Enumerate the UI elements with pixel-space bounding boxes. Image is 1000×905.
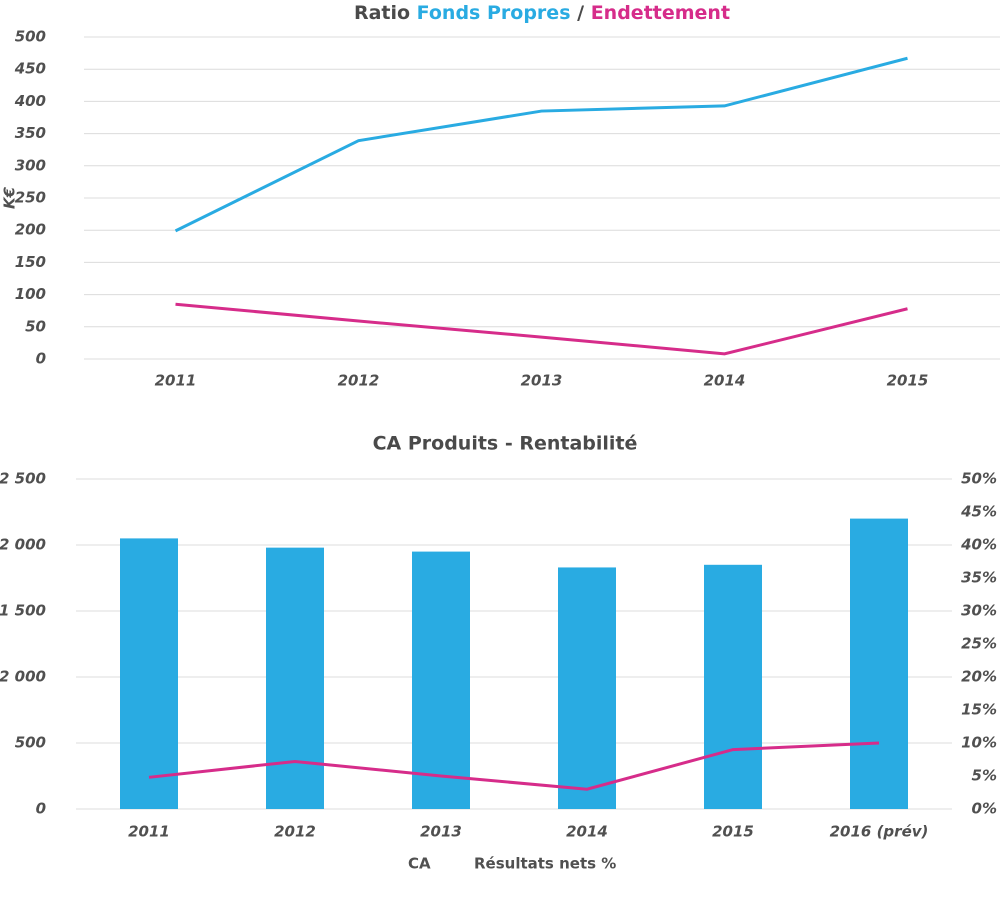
y2-tick-label: 50% <box>961 470 997 488</box>
y-tick-label: 250 <box>15 189 46 207</box>
line <box>175 302 908 356</box>
bar <box>266 547 324 809</box>
bar <box>850 518 908 809</box>
x-tick-label: 2011 <box>155 372 197 390</box>
y2-tick-label: 10% <box>961 734 997 752</box>
y-tick-label: 50 <box>25 317 46 335</box>
y-tick-label: 400 <box>14 92 46 110</box>
y-tick-label: 2 500 <box>0 470 46 488</box>
x-tick-label: 2014 <box>704 372 746 390</box>
y-tick-label: 0 <box>36 800 46 818</box>
x-tick-label: 2012 <box>338 372 380 390</box>
bar <box>120 538 178 809</box>
x-tick-label: 2015 <box>712 823 754 841</box>
y2-tick-label: 30% <box>961 602 997 620</box>
legend-label: CA <box>408 855 431 873</box>
y-tick-label: 350 <box>15 124 46 142</box>
y-tick-label: 450 <box>14 60 46 78</box>
y2-tick-label: 5% <box>972 767 997 785</box>
y2-tick-label: 0% <box>972 800 997 818</box>
line <box>174 56 908 233</box>
x-tick-label: 2011 <box>128 823 170 841</box>
y-tick-label: 150 <box>15 253 46 271</box>
bar <box>558 567 616 809</box>
y-tick-label: 2 000 <box>0 668 46 686</box>
y-tick-label: 0 <box>36 350 46 368</box>
y-tick-label: 200 <box>15 221 46 239</box>
x-tick-label: 2014 <box>566 823 608 841</box>
y-tick-label: 500 <box>15 734 46 752</box>
y2-tick-label: 45% <box>960 503 997 521</box>
y-tick-label: 100 <box>15 285 46 303</box>
y-tick-label: 500 <box>15 28 46 46</box>
chart-title: Ratio Fonds Propres / Endettement <box>354 2 730 24</box>
x-tick-label: 2012 <box>274 823 316 841</box>
y2-tick-label: 40% <box>960 536 997 554</box>
y-tick-label: 300 <box>15 156 46 174</box>
bar <box>704 564 762 809</box>
bar <box>412 551 470 809</box>
y2-tick-label: 35% <box>961 569 997 587</box>
y2-tick-label: 25% <box>961 635 997 653</box>
y2-tick-label: 20% <box>961 668 997 686</box>
x-tick-label: 2016 (prév) <box>830 823 929 841</box>
y-tick-label: 1 500 <box>0 602 46 620</box>
chart-title: CA Produits - Rentabilité <box>373 433 638 455</box>
y2-tick-label: 15% <box>961 701 997 719</box>
x-tick-label: 2015 <box>887 372 929 390</box>
y-axis-label: K€ <box>1 186 19 209</box>
x-tick-label: 2013 <box>420 823 462 841</box>
y-tick-label: 2 000 <box>0 536 46 554</box>
legend-label: Résultats nets % <box>474 855 616 873</box>
x-tick-label: 2013 <box>521 372 563 390</box>
line <box>148 741 880 791</box>
